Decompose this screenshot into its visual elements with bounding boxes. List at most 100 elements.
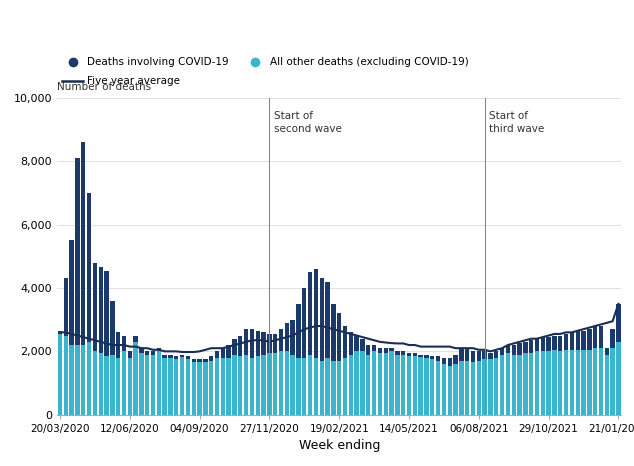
Bar xyxy=(81,345,86,415)
Bar xyxy=(116,358,120,415)
Bar xyxy=(587,350,592,415)
Bar xyxy=(75,158,80,345)
Bar xyxy=(209,356,214,361)
Bar xyxy=(354,351,359,415)
Bar xyxy=(168,358,172,415)
Bar xyxy=(389,348,394,351)
Bar xyxy=(465,348,469,361)
Bar xyxy=(221,348,225,358)
Text: Number of deaths: Number of deaths xyxy=(57,82,151,91)
Bar xyxy=(151,351,155,355)
Bar xyxy=(378,348,382,353)
Bar xyxy=(506,345,510,353)
Bar xyxy=(523,353,527,415)
Bar xyxy=(372,345,376,351)
Bar xyxy=(512,345,516,355)
Bar xyxy=(168,355,172,358)
Bar xyxy=(290,355,295,415)
Bar xyxy=(587,329,592,350)
Bar xyxy=(197,362,202,415)
Bar xyxy=(593,326,597,348)
Bar xyxy=(250,329,254,358)
Bar xyxy=(488,353,493,359)
Bar xyxy=(517,355,522,415)
Bar xyxy=(191,359,196,362)
Bar xyxy=(430,356,434,359)
Bar xyxy=(204,359,207,363)
Bar xyxy=(232,339,236,355)
Bar xyxy=(418,355,423,357)
Bar xyxy=(570,350,574,415)
Bar xyxy=(325,281,330,358)
Bar xyxy=(308,272,313,355)
Bar xyxy=(471,351,475,363)
Bar xyxy=(267,353,271,415)
Bar xyxy=(442,358,446,364)
Bar xyxy=(558,351,562,415)
Bar xyxy=(448,358,452,366)
Bar xyxy=(523,342,527,353)
Bar xyxy=(87,193,91,342)
Bar xyxy=(430,359,434,415)
Bar xyxy=(157,348,161,351)
Bar xyxy=(529,353,533,415)
Bar xyxy=(366,355,370,415)
Bar xyxy=(279,329,283,351)
Bar xyxy=(162,358,167,415)
Bar xyxy=(87,342,91,415)
Bar xyxy=(506,353,510,415)
Bar xyxy=(576,350,580,415)
Bar xyxy=(407,356,411,415)
Bar xyxy=(372,351,376,415)
Bar xyxy=(343,358,347,415)
Bar xyxy=(366,345,370,355)
Bar xyxy=(413,356,417,415)
Bar xyxy=(378,353,382,415)
Bar xyxy=(529,340,533,353)
Bar xyxy=(331,304,335,361)
Bar xyxy=(442,364,446,415)
Bar xyxy=(558,336,562,351)
Bar xyxy=(273,334,278,353)
Bar xyxy=(616,304,621,342)
Bar xyxy=(413,353,417,356)
Bar xyxy=(424,355,429,358)
Bar xyxy=(110,301,115,355)
Bar xyxy=(349,355,353,415)
Bar xyxy=(81,142,86,345)
Bar xyxy=(244,355,249,415)
Bar xyxy=(145,351,150,355)
Bar xyxy=(616,342,621,415)
Bar xyxy=(215,358,219,415)
Bar xyxy=(58,334,62,415)
Bar xyxy=(459,361,463,415)
Bar xyxy=(541,351,545,415)
Bar xyxy=(290,320,295,355)
Bar xyxy=(576,331,580,350)
Bar xyxy=(238,356,242,415)
Bar xyxy=(494,351,498,358)
Bar xyxy=(238,336,242,356)
Bar xyxy=(285,351,289,415)
Bar xyxy=(541,337,545,351)
Bar xyxy=(401,355,405,415)
Bar xyxy=(349,332,353,355)
Bar xyxy=(389,351,394,415)
Bar xyxy=(564,350,568,415)
Bar xyxy=(477,361,481,415)
Bar xyxy=(547,337,551,351)
Bar xyxy=(273,353,278,415)
Bar xyxy=(226,358,231,415)
Bar xyxy=(285,323,289,351)
Legend: Five year average: Five year average xyxy=(62,76,180,86)
Bar xyxy=(517,343,522,355)
Bar xyxy=(256,331,260,356)
Bar xyxy=(436,356,440,361)
Bar xyxy=(180,355,184,357)
Bar xyxy=(354,336,359,351)
Bar xyxy=(98,353,103,415)
Bar xyxy=(360,339,365,351)
Bar xyxy=(605,348,609,355)
Bar xyxy=(337,313,341,361)
Bar xyxy=(482,359,487,415)
